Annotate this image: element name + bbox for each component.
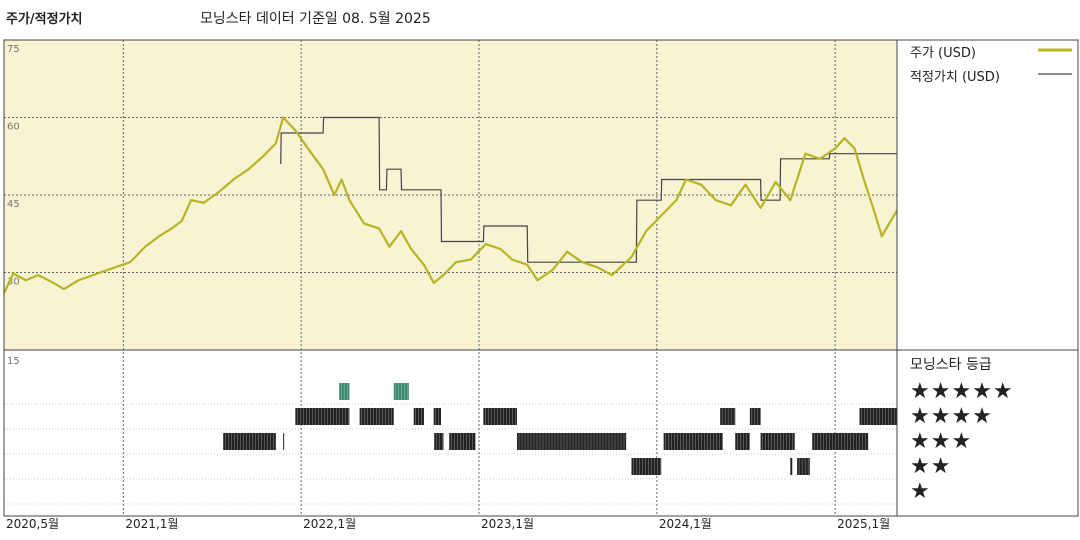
price-area-background (4, 40, 897, 273)
rating-bar-2-star (790, 458, 793, 475)
x-tick-label: 2023,1월 (481, 517, 534, 531)
rating-bar-2-star (631, 458, 662, 475)
fair-value-line (280, 116, 897, 263)
y-tick-label: 60 (7, 122, 20, 133)
x-tick-label: 2024,1월 (659, 517, 712, 531)
data-date-subtitle: 모닝스타 데이터 기준일 08. 5월 2025 (200, 11, 431, 27)
rating-bar-4-star (433, 408, 441, 425)
rating-bar-2-star (797, 458, 810, 475)
y-tick-label: 45 (7, 199, 20, 210)
chart-title: 주가/적정가치 (6, 12, 83, 27)
y-tick-label: 15 (7, 356, 20, 367)
legend-price-label: 주가 (USD) (910, 46, 976, 61)
legend-price: 주가 (USD) (910, 42, 976, 61)
rating-title: 모닝스타 등급 (910, 357, 992, 373)
stars-1: ★ (910, 479, 931, 504)
rating-bar-4-star (295, 408, 350, 425)
stars-3: ★★★ (910, 429, 973, 454)
legend-frame (896, 39, 1079, 517)
y-tick-label: 75 (7, 44, 20, 55)
rating-bar-3-star (517, 433, 627, 450)
stars-4: ★★★★ (910, 404, 993, 429)
stars-2: ★★ (910, 454, 952, 479)
stars-5: ★★★★★ (910, 379, 1014, 404)
rating-bar-4-star (749, 408, 761, 425)
price-line (3, 116, 898, 294)
rating-bar-4-star (720, 408, 736, 425)
lower-background (4, 272, 897, 350)
x-tick-label: 2021,1월 (125, 517, 178, 531)
x-tick-label: 2020,5월 (6, 517, 59, 531)
rating-bar-3-star (449, 433, 476, 450)
rating-bar-3-star (434, 433, 444, 450)
rating-bar-3-star (812, 433, 869, 450)
rating-bar-4-star (859, 408, 897, 425)
x-tick-label: 2022,1월 (303, 517, 356, 531)
x-tick-label: 2025,1월 (837, 517, 890, 531)
legend-fair-label: 적정가치 (USD) (910, 70, 1000, 85)
legend-fair-value: 적정가치 (USD) (910, 66, 1000, 85)
rating-bar-3-star (283, 433, 285, 450)
rating-bar-3-star (223, 433, 276, 450)
rating-bar-5-star (393, 383, 409, 400)
y-tick-label: 30 (7, 277, 20, 288)
